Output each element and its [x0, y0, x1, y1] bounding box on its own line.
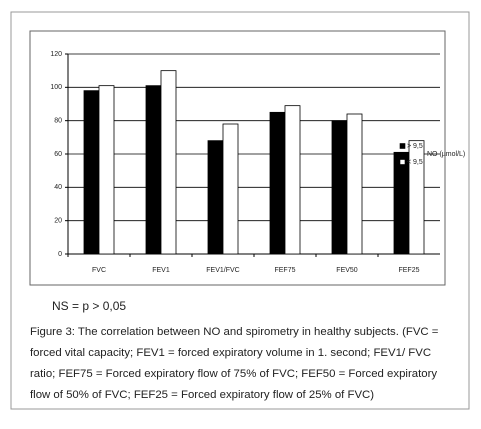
- bar: [145, 85, 162, 255]
- x-tick-label: FEF75: [274, 267, 295, 274]
- bar: [284, 105, 301, 255]
- legend-label: > 9,5: [407, 143, 423, 150]
- figure-frame: [10, 11, 470, 410]
- x-tick-label: FVC: [92, 267, 106, 274]
- legend-label: < 9,5: [407, 159, 423, 166]
- legend-swatch: [399, 143, 406, 149]
- legend-swatch: [399, 159, 406, 165]
- chart-frame: [29, 30, 446, 286]
- bar: [222, 123, 239, 255]
- y-tick-label: 20: [54, 218, 62, 225]
- bar: [160, 70, 177, 255]
- y-tick-label: 80: [54, 118, 62, 125]
- caption: Figure 3: The correlation between NO and…: [30, 326, 439, 401]
- y-tick-label: 0: [58, 251, 62, 258]
- bar: [207, 140, 224, 255]
- bar: [346, 113, 363, 255]
- bar: [331, 120, 348, 255]
- y-tick-label: 100: [50, 84, 62, 91]
- note: NS = p > 0,05: [52, 299, 127, 313]
- y-tick-label: 40: [54, 184, 62, 191]
- x-tick-label: FEV1/FVC: [206, 267, 239, 274]
- x-tick-label: FEV1: [152, 267, 170, 274]
- y-tick-label: 60: [54, 151, 62, 158]
- x-tick-label: FEV50: [336, 267, 358, 274]
- legend-title: NO (µmol/L): [427, 151, 465, 158]
- x-tick-label: FEF25: [398, 267, 419, 274]
- bar: [393, 151, 410, 255]
- y-tick-label: 120: [50, 51, 62, 58]
- bar: [269, 111, 286, 255]
- bar: [408, 140, 425, 255]
- bar: [83, 90, 100, 255]
- bar: [98, 85, 115, 255]
